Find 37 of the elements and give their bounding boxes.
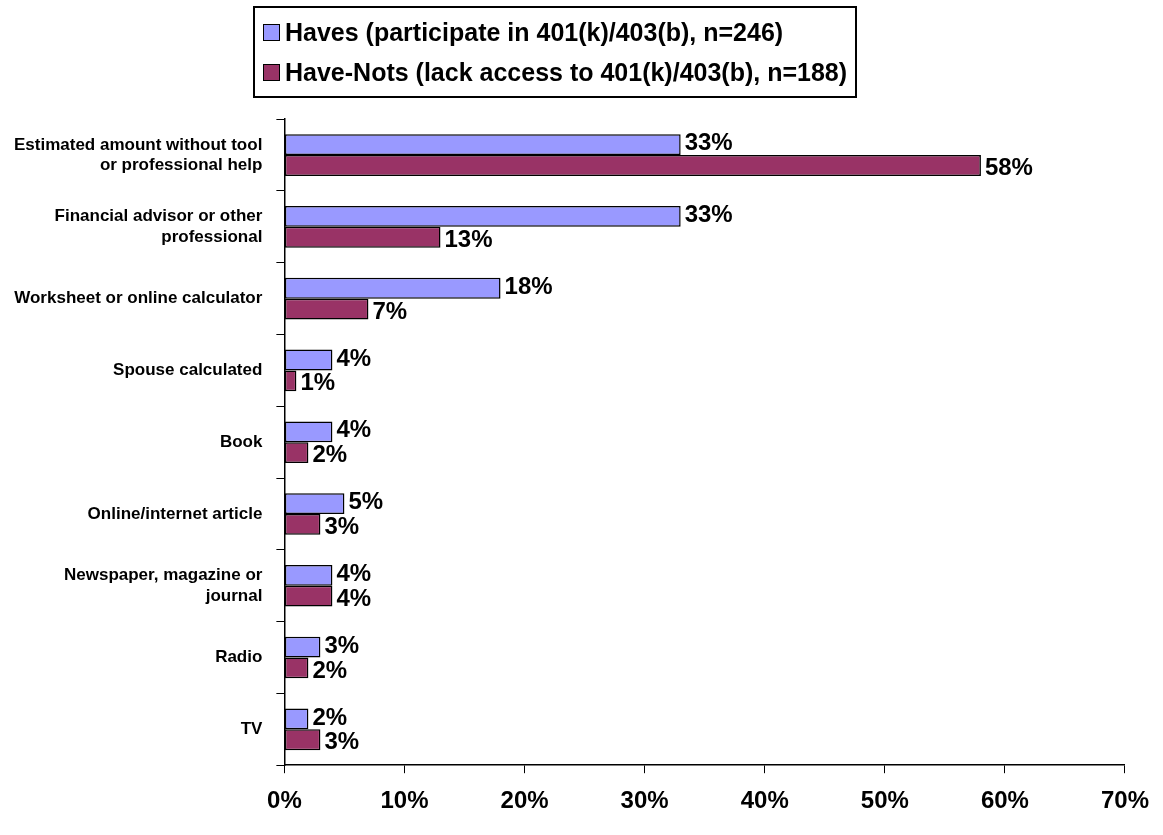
x-tick-label: 10% xyxy=(380,786,429,814)
legend-label: Have-Nots (lack access to 401(k)/403(b), n=188) xyxy=(285,57,848,87)
data-label: 5% xyxy=(348,487,384,515)
y-tick-label: Book xyxy=(219,431,263,451)
y-tick-label: Estimated amount without tool or professional help xyxy=(13,134,263,174)
y-tick-label: Spouse calculated xyxy=(113,360,263,380)
data-label: 58% xyxy=(984,153,1033,181)
y-tick-label: Worksheet or online calculator xyxy=(14,288,263,308)
data-label: 18% xyxy=(504,271,553,299)
data-label: 7% xyxy=(372,296,408,324)
data-label: 2% xyxy=(312,702,348,730)
x-tick-label: 30% xyxy=(620,786,669,814)
x-tick-label: 40% xyxy=(740,786,789,814)
y-tick-label: TV xyxy=(240,719,264,738)
data-label: 3% xyxy=(324,512,360,540)
data-label: 4% xyxy=(336,558,372,586)
data-label: 2% xyxy=(312,655,348,683)
y-tick-label: Financial advisor or other professional xyxy=(54,206,263,246)
data-label: 1% xyxy=(300,368,336,396)
legend-label: Haves (participate in 401(k)/403(b), n=246) xyxy=(285,17,784,47)
y-tick-label: Newspaper, magazine or journal xyxy=(63,565,263,605)
data-label: 33% xyxy=(684,200,733,228)
x-tick-label: 0% xyxy=(267,786,302,814)
data-label: 33% xyxy=(684,128,733,156)
x-tick-label: 20% xyxy=(500,786,549,814)
x-tick-label: 70% xyxy=(1100,786,1150,814)
x-tick-label: 50% xyxy=(860,786,909,814)
y-tick-label: Radio xyxy=(215,647,263,667)
data-label: 2% xyxy=(312,440,348,468)
y-tick-label: Online/internet article xyxy=(87,503,263,523)
data-label: 4% xyxy=(336,415,372,443)
data-label: 4% xyxy=(336,343,372,371)
data-label: 13% xyxy=(444,224,493,252)
data-label: 3% xyxy=(324,630,360,658)
data-label: 3% xyxy=(324,727,360,755)
data-label: 4% xyxy=(336,583,372,611)
x-tick-label: 60% xyxy=(980,786,1029,814)
